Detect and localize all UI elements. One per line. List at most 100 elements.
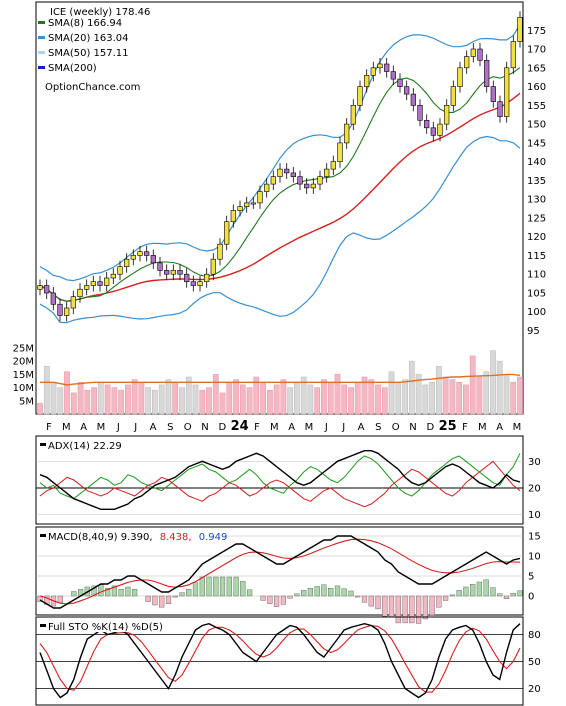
volume-bar [408, 360, 415, 415]
x-tick-label: S [167, 422, 173, 433]
volume-bar [510, 382, 517, 415]
price-y-tick: 155 [527, 101, 546, 112]
sto-y-tick: 50 [528, 657, 541, 668]
macd-hist-bar [165, 595, 172, 605]
volume-bar [436, 366, 442, 415]
macd-y-tick: 5 [528, 572, 534, 583]
macd-hist-bar [131, 589, 138, 597]
candle-body [217, 243, 223, 260]
candle-body [250, 202, 256, 205]
candle-body [350, 105, 356, 125]
macd-hist-bar [172, 595, 178, 598]
candle-body [110, 273, 116, 279]
volume-bar [402, 379, 408, 415]
legend-swatch [38, 36, 45, 39]
macd-hist-bar [510, 593, 516, 597]
volume-bar [138, 382, 145, 415]
volume-bar [226, 382, 233, 415]
macd-hist-bar [355, 595, 361, 598]
volume-bar [375, 384, 381, 415]
x-tick-label: A [80, 422, 87, 433]
macd-hist-bar [388, 595, 395, 618]
volume-bar [104, 384, 111, 415]
candle-body [417, 105, 423, 121]
volume-bar [307, 384, 314, 415]
candle-body [70, 296, 76, 309]
volume-bar [388, 371, 395, 415]
volume-bar [125, 384, 131, 415]
macd-signal-line [39, 538, 521, 605]
adx-y-tick-labels: 10 20 30 [528, 457, 541, 521]
macd-hist-bar [104, 588, 111, 597]
candle-body [104, 277, 110, 286]
sto-y-tick: 80 [528, 630, 541, 641]
price-y-tick: 160 [527, 82, 546, 93]
macd-hist-bar [111, 585, 118, 597]
volume-bar [212, 374, 219, 415]
macd-hist-bar [240, 581, 246, 597]
volume-bar [253, 376, 260, 415]
macd-hist-bar [328, 588, 334, 597]
volume-bar [97, 382, 104, 415]
volume-bar [429, 382, 435, 415]
candle-body [190, 281, 196, 286]
sto-title-swatch [40, 624, 46, 627]
volume-bar [37, 403, 43, 415]
macd-hist-bar [280, 595, 287, 605]
volume-bar [131, 379, 138, 415]
price-y-tick: 165 [527, 63, 546, 74]
adx-gridlines [36, 461, 523, 515]
macd-hist-value: 0.949 [199, 532, 228, 543]
candle-body [230, 210, 236, 222]
volume-bar [415, 374, 422, 415]
volume-bar [172, 382, 179, 415]
volume-bar [43, 366, 50, 415]
x-tick-label: F [462, 422, 468, 433]
volume-y-tick-labels: 25M 20M 15M 10M 5M [13, 343, 34, 407]
macd-hist-bar [334, 585, 341, 597]
price-y-tick: 150 [527, 120, 546, 131]
adx-title-swatch [40, 443, 46, 446]
volume-bar [368, 379, 375, 415]
volume-bar [456, 382, 463, 415]
macd-hist-bar [98, 584, 104, 597]
volume-y-tick: 10M [13, 383, 34, 394]
macd-hist-bar [409, 595, 415, 624]
volume-bar [300, 376, 307, 415]
candle-body [477, 48, 483, 61]
sto-gridlines [36, 634, 523, 689]
macd-hist-bar [219, 576, 226, 597]
macd-hist-bar [294, 593, 300, 597]
candle-body [470, 48, 476, 57]
volume-bar [483, 371, 490, 415]
x-tick-label: A [288, 422, 295, 433]
volume-bar [219, 392, 226, 415]
volume-bar [233, 379, 239, 415]
price-y-tick: 145 [527, 138, 546, 149]
volume-bar [185, 376, 192, 415]
candle-body [37, 285, 43, 290]
volume-y-tick: 5M [19, 396, 34, 407]
volume-bar [449, 379, 456, 415]
macd-title-swatch [40, 534, 46, 537]
volume-bar [381, 387, 388, 415]
price-y-tick: 170 [527, 45, 546, 56]
candle-body [237, 206, 243, 211]
macd-title-bg [38, 530, 224, 542]
volume-bar [348, 387, 354, 415]
volume-bar [469, 355, 476, 415]
macd-hist-bar [470, 584, 476, 597]
volume-bar [118, 389, 124, 415]
candle-body [44, 285, 50, 294]
price-y-tick: 115 [527, 251, 546, 262]
price-y-tick: 100 [527, 307, 546, 318]
x-tick-label: M [513, 422, 522, 433]
volume-bar [361, 376, 368, 415]
macd-hist-bar [368, 595, 374, 607]
macd-hist-bar [145, 595, 151, 602]
volume-bar [273, 384, 280, 415]
volume-bar [239, 384, 246, 415]
volume-bar [287, 387, 293, 415]
price-y-tick: 125 [527, 213, 546, 224]
x-tick-label: J [324, 422, 328, 433]
